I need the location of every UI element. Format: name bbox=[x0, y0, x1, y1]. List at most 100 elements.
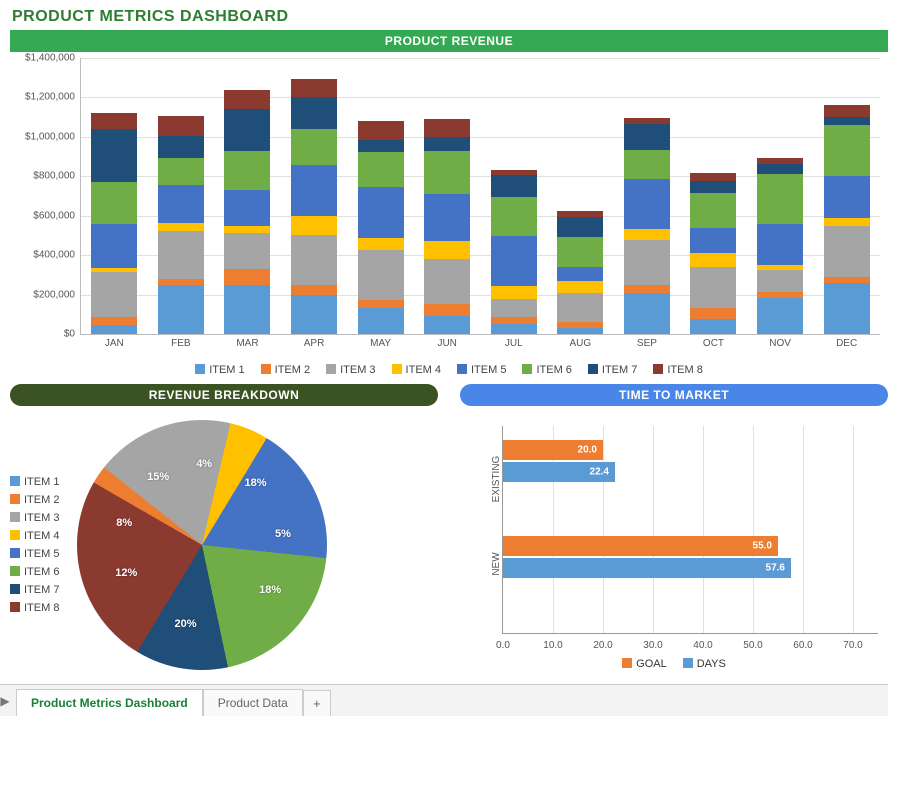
pie-slice-label-item4: 5% bbox=[275, 528, 291, 540]
revenue-bar: FEB bbox=[158, 116, 204, 334]
revenue-x-tick: MAY bbox=[370, 338, 391, 349]
revenue-segment-item7 bbox=[224, 109, 270, 150]
revenue-segment-item6 bbox=[91, 182, 137, 223]
sheet-nav-prev[interactable]: ▶ bbox=[0, 694, 16, 708]
ttm-legend-item-goal: GOAL bbox=[622, 658, 667, 670]
revenue-segment-item3 bbox=[291, 235, 337, 284]
revenue-bar: JUN bbox=[424, 119, 470, 334]
revenue-segment-item6 bbox=[491, 197, 537, 236]
revenue-segment-item8 bbox=[224, 90, 270, 110]
revenue-segment-item8 bbox=[158, 116, 204, 136]
revenue-segment-item3 bbox=[557, 293, 603, 323]
revenue-y-tick: $400,000 bbox=[15, 250, 75, 261]
revenue-y-tick: $1,200,000 bbox=[15, 92, 75, 103]
dashboard-title: PRODUCT METRICS DASHBOARD bbox=[12, 8, 888, 26]
pie-slice-label-item6: 20% bbox=[175, 618, 197, 630]
revenue-segment-item5 bbox=[624, 179, 670, 228]
pie-slice-label-item1: 15% bbox=[147, 471, 169, 483]
ttm-bar-goal: 20.0 bbox=[503, 440, 603, 460]
revenue-x-tick: NOV bbox=[769, 338, 791, 349]
revenue-segment-item7 bbox=[424, 137, 470, 151]
revenue-segment-item8 bbox=[824, 105, 870, 117]
sheet-tab[interactable]: Product Data bbox=[203, 689, 303, 716]
revenue-segment-item4 bbox=[824, 218, 870, 226]
sheet-add-button[interactable]: + bbox=[303, 690, 331, 716]
revenue-segment-item8 bbox=[91, 113, 137, 129]
revenue-segment-item2 bbox=[491, 317, 537, 324]
revenue-segment-item2 bbox=[91, 317, 137, 325]
revenue-y-tick: $1,000,000 bbox=[15, 131, 75, 142]
revenue-bar: JAN bbox=[91, 113, 137, 334]
ttm-legend-item-days: DAYS bbox=[683, 658, 726, 670]
revenue-segment-item5 bbox=[158, 185, 204, 222]
revenue-x-tick: JUN bbox=[437, 338, 456, 349]
revenue-segment-item1 bbox=[424, 316, 470, 334]
revenue-segment-item8 bbox=[424, 119, 470, 137]
revenue-segment-item6 bbox=[757, 174, 803, 223]
ttm-x-tick: 60.0 bbox=[793, 640, 812, 651]
revenue-segment-item4 bbox=[424, 241, 470, 259]
revenue-segment-item2 bbox=[291, 285, 337, 295]
legend-item-item4: ITEM 4 bbox=[392, 364, 441, 376]
revenue-x-tick: FEB bbox=[171, 338, 190, 349]
legend-item-item5: ITEM 5 bbox=[457, 364, 506, 376]
ttm-x-tick: 40.0 bbox=[693, 640, 712, 651]
revenue-segment-item1 bbox=[690, 319, 736, 334]
revenue-segment-item6 bbox=[824, 125, 870, 176]
revenue-segment-item3 bbox=[224, 233, 270, 268]
revenue-bar: OCT bbox=[690, 173, 736, 334]
revenue-segment-item4 bbox=[224, 226, 270, 234]
revenue-bar: JUL bbox=[491, 170, 537, 334]
revenue-segment-item8 bbox=[690, 173, 736, 181]
ttm-bar-days: 22.4 bbox=[503, 462, 615, 482]
revenue-segment-item8 bbox=[291, 79, 337, 98]
revenue-segment-item3 bbox=[491, 299, 537, 318]
legend-item-item1: ITEM 1 bbox=[195, 364, 244, 376]
pie-slice-label-item5: 18% bbox=[259, 584, 281, 596]
ttm-legend: GOAL DAYS bbox=[460, 658, 888, 670]
revenue-bar: SEP bbox=[624, 118, 670, 334]
revenue-x-tick: MAR bbox=[236, 338, 258, 349]
breakdown-legend-item-item1: ITEM 1 bbox=[10, 476, 59, 488]
revenue-segment-item1 bbox=[358, 308, 404, 334]
revenue-segment-item5 bbox=[491, 236, 537, 285]
pie-slice-label-item7: 12% bbox=[115, 567, 137, 579]
revenue-x-tick: AUG bbox=[569, 338, 591, 349]
pie-slice-label-item8: 8% bbox=[116, 517, 132, 529]
legend-item-item2: ITEM 2 bbox=[261, 364, 310, 376]
revenue-segment-item6 bbox=[291, 129, 337, 164]
revenue-segment-item2 bbox=[224, 269, 270, 285]
revenue-segment-item6 bbox=[624, 150, 670, 180]
ttm-x-tick: 10.0 bbox=[543, 640, 562, 651]
breakdown-legend-item-item3: ITEM 3 bbox=[10, 512, 59, 524]
revenue-segment-item1 bbox=[557, 328, 603, 334]
revenue-segment-item2 bbox=[690, 308, 736, 319]
revenue-segment-item4 bbox=[624, 229, 670, 241]
legend-item-item7: ITEM 7 bbox=[588, 364, 637, 376]
legend-item-item3: ITEM 3 bbox=[326, 364, 375, 376]
revenue-bar: AUG bbox=[557, 211, 603, 334]
ttm-x-tick: 20.0 bbox=[593, 640, 612, 651]
revenue-x-tick: OCT bbox=[703, 338, 724, 349]
revenue-bar: APR bbox=[291, 79, 337, 334]
revenue-segment-item3 bbox=[757, 270, 803, 292]
revenue-x-tick: SEP bbox=[637, 338, 657, 349]
revenue-segment-item7 bbox=[690, 181, 736, 193]
breakdown-pie: 15%4%18%5%18%20%12%8% bbox=[77, 420, 327, 670]
ttm-x-tick: 70.0 bbox=[843, 640, 862, 651]
revenue-segment-item7 bbox=[158, 136, 204, 158]
revenue-x-tick: DEC bbox=[836, 338, 857, 349]
breakdown-legend-item-item2: ITEM 2 bbox=[10, 494, 59, 506]
revenue-segment-item3 bbox=[824, 226, 870, 277]
breakdown-legend-item-item5: ITEM 5 bbox=[10, 548, 59, 560]
revenue-segment-item5 bbox=[557, 267, 603, 281]
revenue-segment-item7 bbox=[491, 175, 537, 197]
ttm-category-label: NEW bbox=[491, 552, 502, 575]
breakdown-legend-item-item7: ITEM 7 bbox=[10, 584, 59, 596]
sheet-tab[interactable]: Product Metrics Dashboard bbox=[16, 689, 203, 716]
revenue-bar: MAR bbox=[224, 90, 270, 334]
revenue-segment-item5 bbox=[424, 194, 470, 241]
revenue-y-tick: $800,000 bbox=[15, 171, 75, 182]
breakdown-legend-item-item8: ITEM 8 bbox=[10, 602, 59, 614]
pie-slice-label-item2: 4% bbox=[196, 458, 212, 470]
